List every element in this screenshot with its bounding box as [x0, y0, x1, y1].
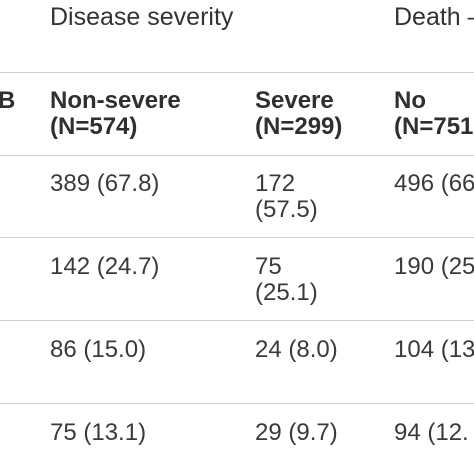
cell-row3-no: 104 (13 — [394, 336, 474, 363]
cell-row1-severe-line2: (57.5) — [255, 196, 318, 223]
cell-row2-no: 190 (25 — [394, 253, 474, 280]
cell-row4-severe: 29 (9.7) — [255, 419, 338, 446]
header-divider — [0, 72, 474, 73]
stub-header-fragment: B — [0, 87, 16, 114]
row-divider — [0, 403, 474, 404]
cell-row1-non-severe: 389 (67.8) — [50, 170, 160, 197]
row-divider — [0, 320, 474, 321]
col-header-non-severe-n: (N=574) — [50, 113, 138, 140]
cell-row1-no: 496 (66 — [394, 170, 474, 197]
col-header-non-severe-label: Non-severe — [50, 87, 181, 114]
cell-row4-non-severe: 75 (13.1) — [50, 419, 147, 446]
cell-row1-severe-line1: 172 — [255, 170, 296, 197]
row-divider — [0, 237, 474, 238]
col-header-severe-n: (N=299) — [255, 113, 343, 140]
cell-row2-severe-line2: (25.1) — [255, 279, 318, 306]
cell-row4-no: 94 (12. — [394, 419, 469, 446]
cell-row2-non-severe: 142 (24.7) — [50, 253, 160, 280]
col-header-severe-label: Severe — [255, 87, 334, 114]
cell-row3-non-severe: 86 (15.0) — [50, 336, 147, 363]
col-header-no-n: (N=751 — [394, 113, 474, 140]
column-header-divider — [0, 155, 474, 156]
cell-row2-severe-line1: 75 — [255, 253, 282, 280]
group-header-death: Death – — [394, 3, 474, 31]
cell-row3-severe: 24 (8.0) — [255, 336, 338, 363]
group-header-disease-severity: Disease severity — [50, 3, 234, 31]
col-header-no-label: No — [394, 87, 426, 114]
